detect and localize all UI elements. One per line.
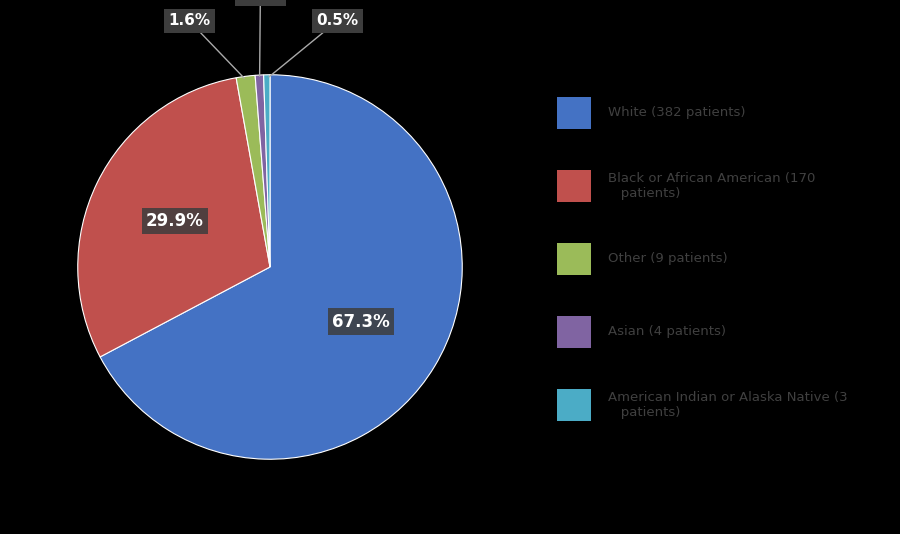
Text: 0.5%: 0.5% bbox=[316, 13, 358, 28]
FancyBboxPatch shape bbox=[557, 242, 591, 275]
Wedge shape bbox=[255, 75, 270, 267]
Text: Other (9 patients): Other (9 patients) bbox=[608, 253, 728, 265]
FancyBboxPatch shape bbox=[557, 316, 591, 348]
Text: American Indian or Alaska Native (3
   patients): American Indian or Alaska Native (3 pati… bbox=[608, 391, 848, 419]
Text: White (382 patients): White (382 patients) bbox=[608, 106, 746, 119]
Wedge shape bbox=[264, 75, 270, 267]
Text: Asian (4 patients): Asian (4 patients) bbox=[608, 325, 726, 339]
Text: 0.7%: 0.7% bbox=[239, 0, 282, 2]
Wedge shape bbox=[100, 75, 463, 459]
Text: Black or African American (170
   patients): Black or African American (170 patients) bbox=[608, 172, 815, 200]
FancyBboxPatch shape bbox=[557, 389, 591, 421]
Text: 29.9%: 29.9% bbox=[146, 211, 204, 230]
Text: 67.3%: 67.3% bbox=[332, 312, 390, 331]
FancyBboxPatch shape bbox=[557, 97, 591, 129]
Text: 1.6%: 1.6% bbox=[168, 13, 211, 28]
Wedge shape bbox=[236, 75, 270, 267]
Wedge shape bbox=[77, 78, 270, 357]
FancyBboxPatch shape bbox=[557, 170, 591, 202]
